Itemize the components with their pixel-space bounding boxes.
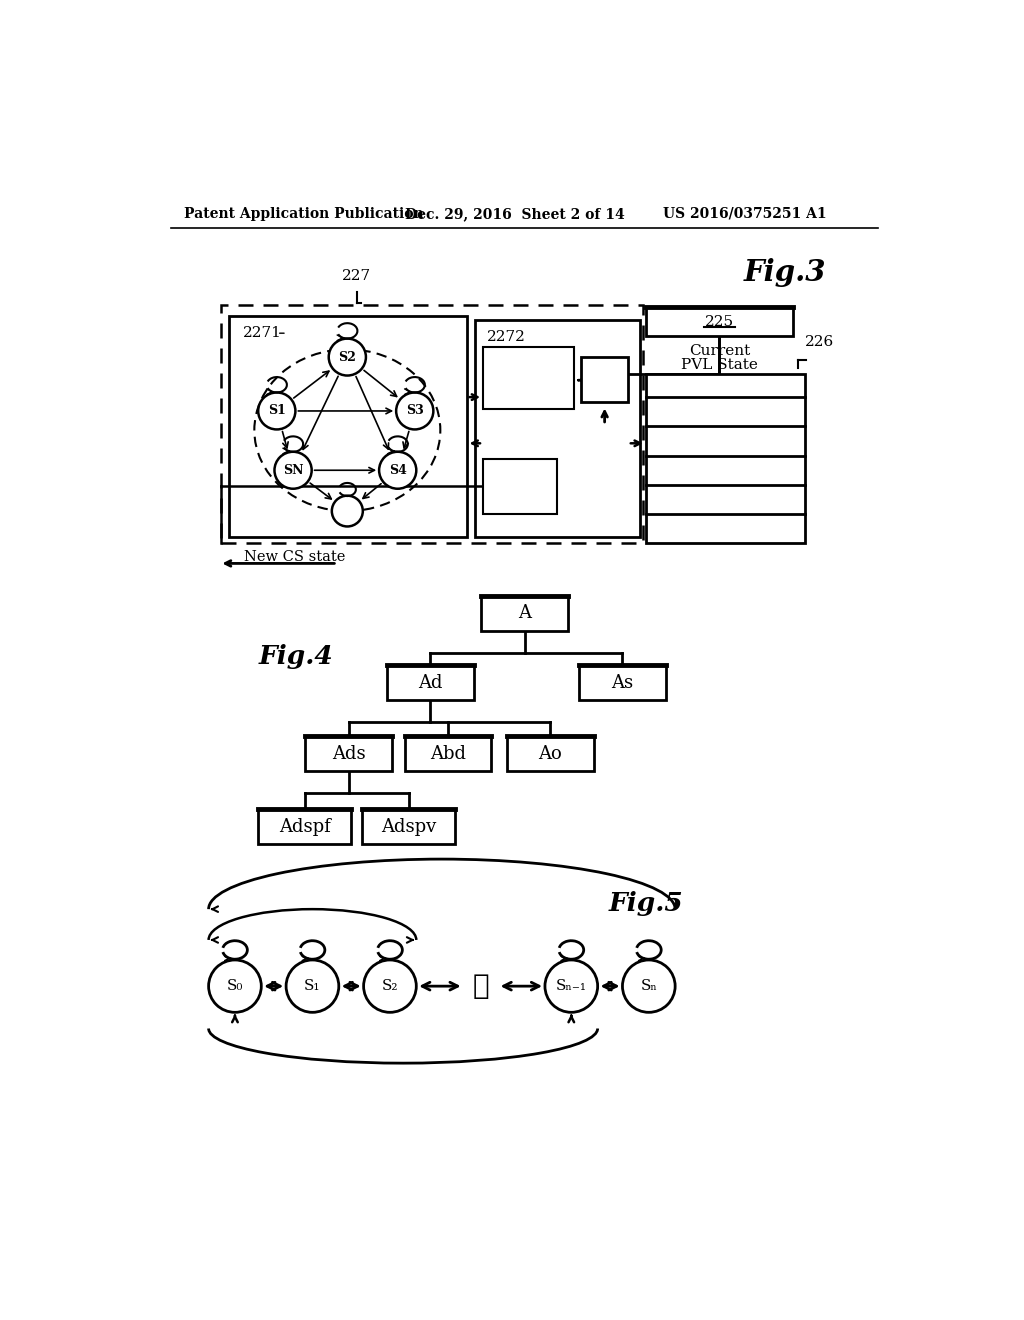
Bar — [362, 809, 455, 845]
Bar — [582, 358, 628, 401]
Bar — [483, 459, 557, 515]
Text: 227: 227 — [342, 269, 371, 284]
Text: Dec. 29, 2016  Sheet 2 of 14: Dec. 29, 2016 Sheet 2 of 14 — [406, 207, 626, 220]
Text: SN: SN — [283, 463, 303, 477]
Text: S₁: S₁ — [304, 979, 321, 993]
Text: New CS state: New CS state — [244, 550, 345, 564]
Text: 2271: 2271 — [243, 326, 282, 341]
Text: Current: Current — [689, 345, 750, 358]
Circle shape — [329, 339, 366, 376]
Bar — [258, 809, 351, 845]
Text: Patent Application Publication: Patent Application Publication — [183, 207, 424, 220]
Text: Abd: Abd — [430, 744, 466, 763]
Circle shape — [332, 496, 362, 527]
Text: S4: S4 — [389, 463, 407, 477]
Text: Ads: Ads — [332, 744, 366, 763]
Bar — [579, 665, 666, 701]
Text: PVL State: PVL State — [681, 358, 758, 372]
Text: Fig.3: Fig.3 — [744, 257, 826, 286]
Bar — [646, 308, 793, 337]
Circle shape — [379, 451, 417, 488]
Text: 225: 225 — [705, 314, 734, 329]
Circle shape — [396, 392, 433, 429]
Text: Ad: Ad — [418, 673, 442, 692]
Bar — [483, 347, 574, 409]
Text: S2: S2 — [338, 351, 356, 363]
Bar — [481, 595, 568, 631]
Text: Fig.4: Fig.4 — [258, 644, 333, 669]
Text: S₀: S₀ — [226, 979, 243, 993]
Bar — [475, 321, 640, 537]
Circle shape — [209, 960, 261, 1012]
Bar — [404, 737, 492, 771]
Text: Adspf: Adspf — [279, 818, 331, 836]
Text: Adspv: Adspv — [381, 818, 436, 836]
Text: S3: S3 — [406, 404, 424, 417]
Circle shape — [274, 451, 311, 488]
Circle shape — [623, 960, 675, 1012]
Text: As: As — [611, 673, 634, 692]
Text: S1: S1 — [268, 404, 286, 417]
Text: 2272: 2272 — [486, 330, 525, 345]
Bar — [221, 305, 643, 544]
Circle shape — [545, 960, 598, 1012]
Bar — [387, 665, 474, 701]
Circle shape — [364, 960, 417, 1012]
Text: 226: 226 — [805, 335, 834, 350]
Bar — [305, 737, 392, 771]
Bar — [646, 374, 805, 544]
Bar — [228, 317, 467, 537]
Text: S₂: S₂ — [382, 979, 398, 993]
Text: ⋯: ⋯ — [472, 973, 488, 999]
Text: Fig.5: Fig.5 — [608, 891, 683, 916]
Text: US 2016/0375251 A1: US 2016/0375251 A1 — [663, 207, 826, 220]
Text: A: A — [518, 605, 531, 623]
Text: Ao: Ao — [539, 744, 562, 763]
Bar — [507, 737, 594, 771]
Circle shape — [258, 392, 295, 429]
Circle shape — [286, 960, 339, 1012]
Text: Sₙ₋₁: Sₙ₋₁ — [556, 979, 587, 993]
Text: Sₙ: Sₙ — [640, 979, 657, 993]
